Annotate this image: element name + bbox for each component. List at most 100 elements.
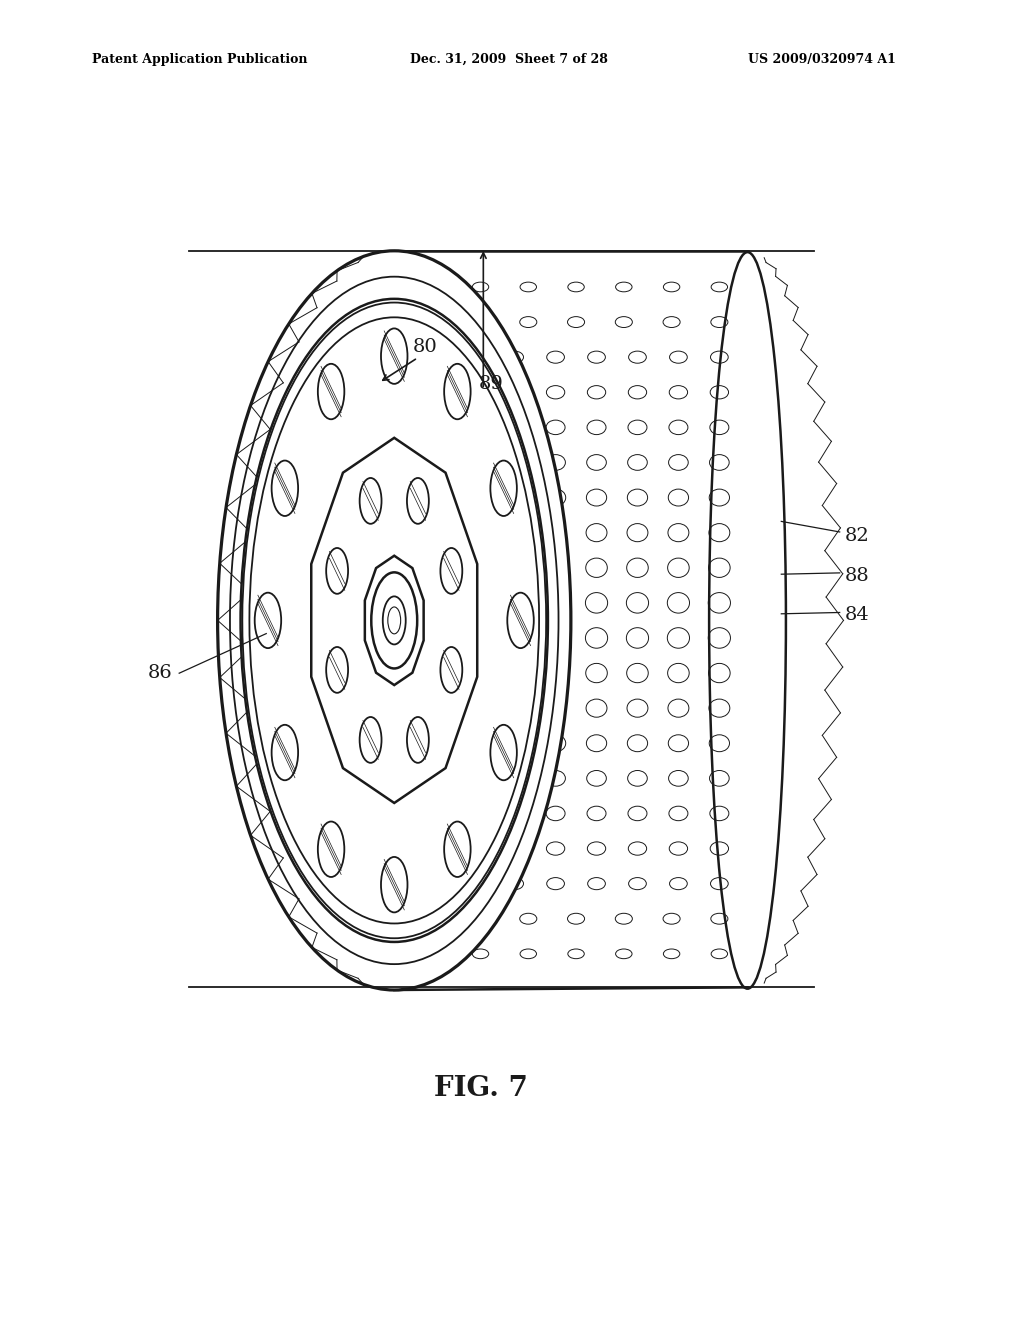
Ellipse shape xyxy=(668,664,689,682)
Ellipse shape xyxy=(472,949,488,958)
Ellipse shape xyxy=(505,454,524,470)
Ellipse shape xyxy=(546,454,565,470)
Ellipse shape xyxy=(669,735,688,751)
Ellipse shape xyxy=(372,573,417,668)
Ellipse shape xyxy=(586,558,607,577)
Ellipse shape xyxy=(670,351,687,363)
Ellipse shape xyxy=(464,771,483,787)
Polygon shape xyxy=(394,251,786,990)
Ellipse shape xyxy=(520,282,537,292)
Ellipse shape xyxy=(424,842,442,855)
Ellipse shape xyxy=(568,282,585,292)
Ellipse shape xyxy=(615,949,632,958)
Ellipse shape xyxy=(463,628,484,648)
Ellipse shape xyxy=(424,385,442,399)
Ellipse shape xyxy=(504,558,525,577)
Ellipse shape xyxy=(422,628,443,648)
Ellipse shape xyxy=(444,821,471,876)
Ellipse shape xyxy=(465,878,482,890)
Ellipse shape xyxy=(711,913,728,924)
Ellipse shape xyxy=(465,842,483,855)
Ellipse shape xyxy=(586,664,607,682)
Ellipse shape xyxy=(490,725,517,780)
Ellipse shape xyxy=(545,558,566,577)
Ellipse shape xyxy=(710,807,729,821)
Ellipse shape xyxy=(628,735,647,751)
Text: 84: 84 xyxy=(845,606,869,624)
Ellipse shape xyxy=(711,351,728,363)
Ellipse shape xyxy=(588,842,606,855)
Ellipse shape xyxy=(586,593,607,612)
Ellipse shape xyxy=(424,913,441,924)
Ellipse shape xyxy=(668,558,689,577)
Ellipse shape xyxy=(546,807,565,821)
Ellipse shape xyxy=(586,524,607,541)
Ellipse shape xyxy=(218,251,571,990)
Ellipse shape xyxy=(463,524,484,541)
Text: 86: 86 xyxy=(147,664,172,682)
Ellipse shape xyxy=(711,949,728,958)
Text: 82: 82 xyxy=(845,527,869,545)
Ellipse shape xyxy=(628,807,647,821)
Ellipse shape xyxy=(250,317,539,924)
Text: 89: 89 xyxy=(479,375,504,393)
Ellipse shape xyxy=(472,282,488,292)
Ellipse shape xyxy=(628,454,647,470)
Ellipse shape xyxy=(710,735,729,751)
Ellipse shape xyxy=(463,700,484,717)
Ellipse shape xyxy=(670,878,687,890)
Ellipse shape xyxy=(547,878,564,890)
Ellipse shape xyxy=(586,628,607,648)
Ellipse shape xyxy=(463,558,484,577)
Ellipse shape xyxy=(588,351,605,363)
Ellipse shape xyxy=(670,385,687,399)
Ellipse shape xyxy=(587,490,606,506)
Ellipse shape xyxy=(670,842,687,855)
Ellipse shape xyxy=(505,420,524,434)
Ellipse shape xyxy=(506,878,523,890)
Ellipse shape xyxy=(425,282,441,292)
Ellipse shape xyxy=(422,524,443,541)
Ellipse shape xyxy=(407,717,429,763)
Ellipse shape xyxy=(506,385,524,399)
Ellipse shape xyxy=(664,949,680,958)
Ellipse shape xyxy=(669,420,688,434)
Ellipse shape xyxy=(359,717,382,763)
Ellipse shape xyxy=(327,647,348,693)
Ellipse shape xyxy=(711,842,728,855)
Ellipse shape xyxy=(711,282,728,292)
Ellipse shape xyxy=(709,524,730,541)
Ellipse shape xyxy=(463,664,484,682)
Ellipse shape xyxy=(711,385,728,399)
Ellipse shape xyxy=(440,548,462,594)
Ellipse shape xyxy=(668,524,689,541)
Ellipse shape xyxy=(520,949,537,958)
Ellipse shape xyxy=(628,490,647,506)
Ellipse shape xyxy=(504,593,525,612)
Ellipse shape xyxy=(520,317,537,327)
Ellipse shape xyxy=(505,807,524,821)
Ellipse shape xyxy=(545,593,566,612)
Ellipse shape xyxy=(546,771,565,787)
Ellipse shape xyxy=(587,454,606,470)
Text: 80: 80 xyxy=(413,338,437,356)
Ellipse shape xyxy=(669,454,688,470)
Ellipse shape xyxy=(504,700,525,717)
Text: Patent Application Publication: Patent Application Publication xyxy=(92,53,307,66)
Ellipse shape xyxy=(627,628,648,648)
Ellipse shape xyxy=(545,628,566,648)
Ellipse shape xyxy=(588,878,605,890)
Ellipse shape xyxy=(629,878,646,890)
Ellipse shape xyxy=(615,317,633,327)
Text: US 2009/0320974 A1: US 2009/0320974 A1 xyxy=(748,53,895,66)
Ellipse shape xyxy=(615,282,632,292)
Ellipse shape xyxy=(507,593,534,648)
Ellipse shape xyxy=(423,807,442,821)
Ellipse shape xyxy=(629,385,646,399)
Ellipse shape xyxy=(465,385,483,399)
Ellipse shape xyxy=(505,490,524,506)
Ellipse shape xyxy=(668,700,689,717)
Ellipse shape xyxy=(424,351,441,363)
Ellipse shape xyxy=(271,725,298,780)
Ellipse shape xyxy=(464,420,483,434)
